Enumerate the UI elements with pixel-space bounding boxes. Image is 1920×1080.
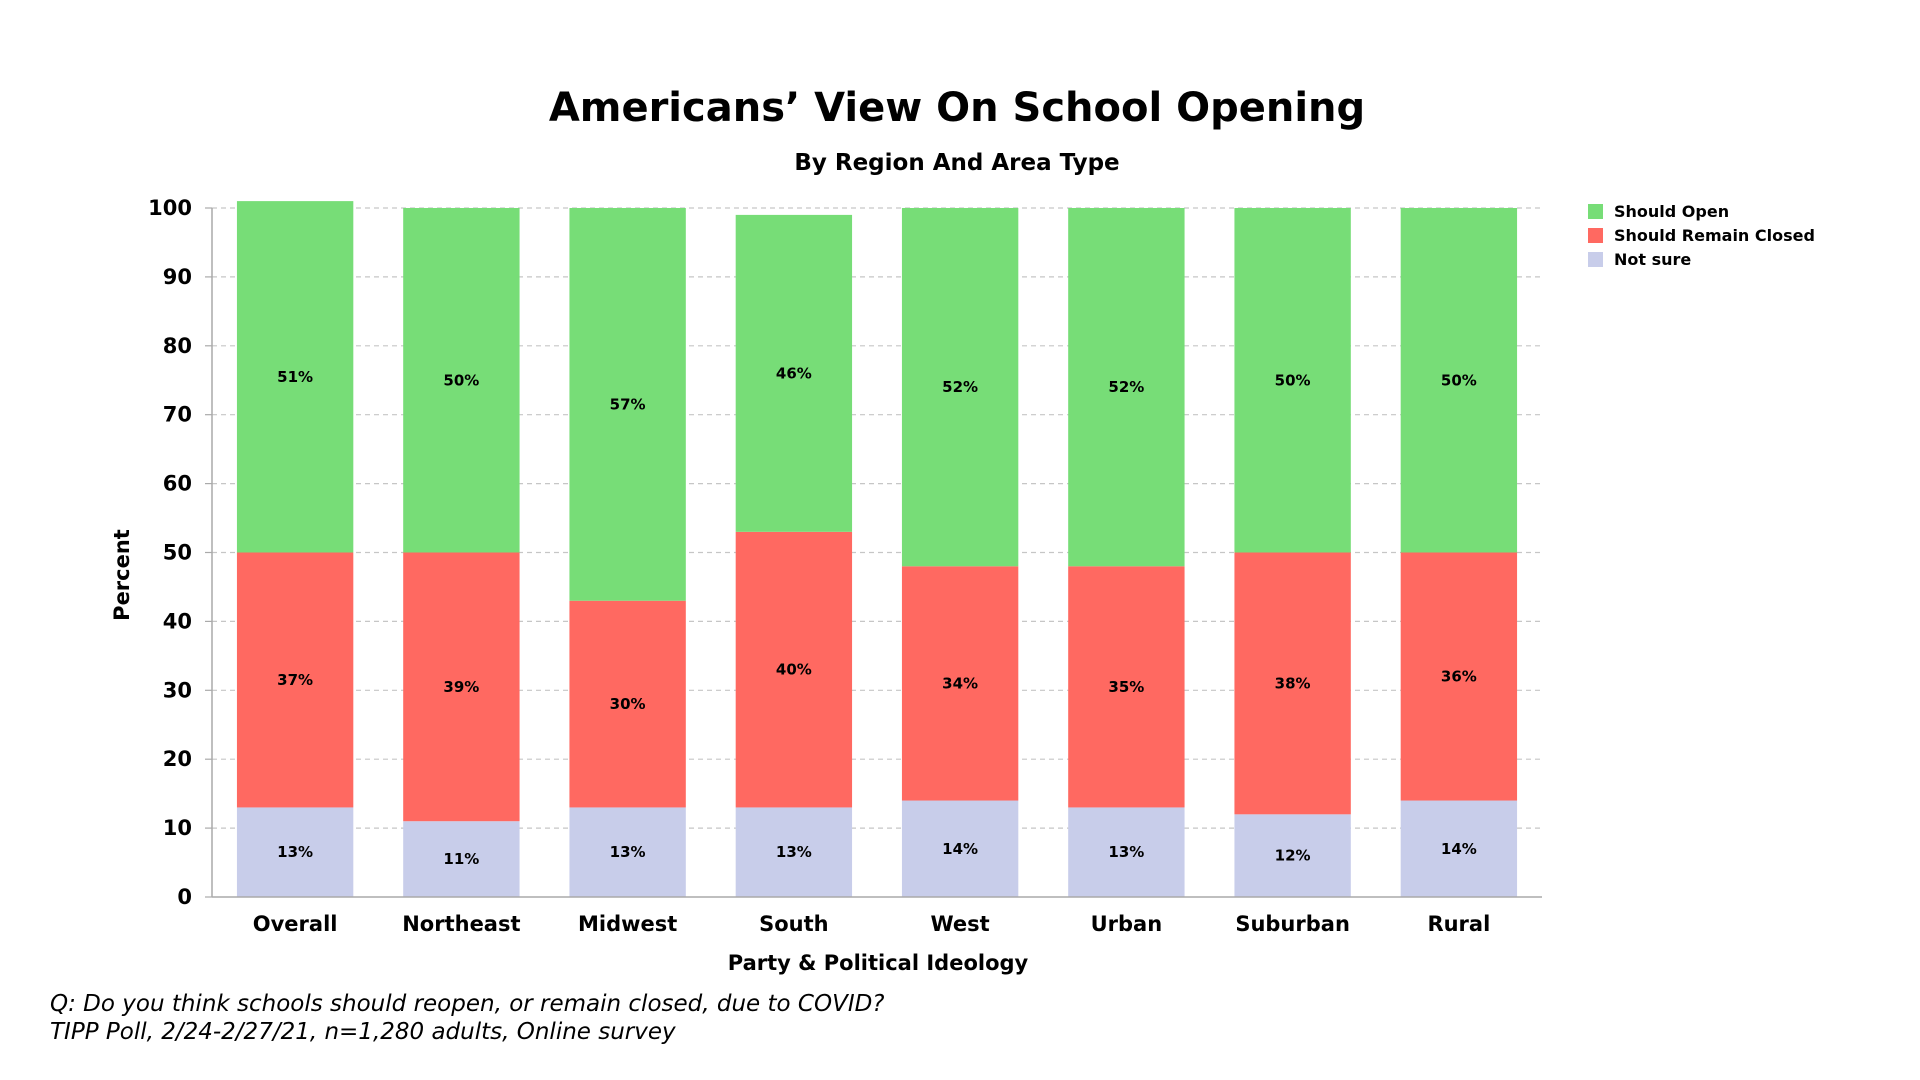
x-tick-label: Overall <box>253 912 338 936</box>
footnote-source: TIPP Poll, 2/24-2/27/21, n=1,280 adults,… <box>50 1019 676 1045</box>
data-label: 12% <box>1275 847 1311 865</box>
data-label: 36% <box>1441 668 1477 686</box>
y-tick-label: 30 <box>163 678 192 702</box>
data-label: 30% <box>610 695 646 713</box>
data-label: 50% <box>443 371 479 389</box>
data-label: 11% <box>443 850 479 868</box>
bar-should-open-rural <box>1400 208 1518 553</box>
y-tick-label: 80 <box>163 334 192 358</box>
bar-should-remain-closed-urban <box>1068 566 1185 808</box>
data-label: 37% <box>277 671 313 689</box>
bar-not-sure-south <box>735 807 853 897</box>
legend-swatch-should-open <box>1588 204 1603 219</box>
data-label: 14% <box>942 840 978 858</box>
x-tick-label: Rural <box>1427 912 1490 936</box>
bar-should-remain-closed-rural <box>1400 552 1518 801</box>
data-label: 34% <box>942 674 978 692</box>
bar-not-sure-west <box>901 800 1019 897</box>
data-label: 40% <box>776 661 812 679</box>
bar-should-open-suburban <box>1234 208 1351 553</box>
data-label: 38% <box>1275 674 1311 692</box>
data-label: 13% <box>610 843 646 861</box>
bar-should-remain-closed-overall <box>236 552 354 808</box>
y-tick-label: 0 <box>177 885 192 909</box>
bar-should-remain-closed-west <box>901 566 1019 801</box>
legend: Should Open Should Remain Closed Not sure <box>1588 202 1815 269</box>
bar-should-open-northeast <box>403 208 520 553</box>
y-tick-label: 20 <box>163 747 192 771</box>
bar-not-sure-suburban <box>1234 814 1351 897</box>
bar-should-remain-closed-south <box>735 531 853 808</box>
legend-swatch-should-remain-closed <box>1588 228 1603 243</box>
x-tick-label: Suburban <box>1235 912 1350 936</box>
x-tick-label: South <box>759 912 829 936</box>
bar-should-open-south <box>735 214 853 532</box>
data-label: 57% <box>610 395 646 413</box>
data-label: 52% <box>1108 378 1144 396</box>
bar-should-remain-closed-midwest <box>569 600 686 808</box>
x-tick-label: Midwest <box>578 912 677 936</box>
data-label: 13% <box>776 843 812 861</box>
data-label: 13% <box>277 843 313 861</box>
y-tick-label: 70 <box>163 403 192 427</box>
y-tick-label: 90 <box>163 265 192 289</box>
bar-should-open-midwest <box>569 208 686 601</box>
data-label: 51% <box>277 368 313 386</box>
bar-not-sure-urban <box>1068 807 1185 897</box>
bar-not-sure-midwest <box>569 807 686 897</box>
y-axis-label: Percent <box>110 529 134 621</box>
data-label: 14% <box>1441 840 1477 858</box>
data-label: 50% <box>1275 371 1311 389</box>
legend-label-should-remain-closed: Should Remain Closed <box>1614 226 1815 245</box>
legend-swatch-not-sure <box>1588 252 1603 267</box>
legend-label-should-open: Should Open <box>1614 202 1729 221</box>
x-tick-label: Northeast <box>402 912 520 936</box>
y-tick-label: 100 <box>148 196 192 220</box>
y-tick-label: 10 <box>163 816 192 840</box>
data-label: 46% <box>776 364 812 382</box>
y-tick-label: 60 <box>163 472 192 496</box>
footnote-question: Q: Do you think schools should reopen, o… <box>50 991 885 1017</box>
data-label: 50% <box>1441 371 1477 389</box>
x-tick-label: Urban <box>1091 912 1163 936</box>
data-label: 52% <box>942 378 978 396</box>
bar-not-sure-overall <box>236 807 354 897</box>
bar-not-sure-rural <box>1400 800 1518 897</box>
data-label: 13% <box>1108 843 1144 861</box>
x-tick-label: West <box>931 912 990 936</box>
bar-should-remain-closed-suburban <box>1234 552 1351 815</box>
y-tick-label: 40 <box>163 609 192 633</box>
chart-title: Americans’ View On School Opening <box>549 85 1365 131</box>
legend-label-not-sure: Not sure <box>1614 250 1691 269</box>
bar-should-open-west <box>901 208 1019 567</box>
bar-should-open-overall <box>236 201 354 553</box>
data-label: 39% <box>443 678 479 696</box>
x-axis-label: Party & Political Ideology <box>728 951 1029 975</box>
chart-subtitle: By Region And Area Type <box>794 150 1119 176</box>
bar-not-sure-northeast <box>403 821 520 897</box>
ticks: 0 10 20 30 40 50 60 70 80 90 100 Overall Northeast Mi… <box>148 196 1490 936</box>
data-label: 35% <box>1108 678 1144 696</box>
bar-should-remain-closed-northeast <box>403 552 520 822</box>
y-tick-label: 50 <box>163 541 192 565</box>
bar-should-open-urban <box>1068 208 1185 567</box>
bars: 13% 37% 51% 11% 39% 50% 13% 30% 57% 13% 40% 46% 14% 3… <box>236 201 1518 897</box>
